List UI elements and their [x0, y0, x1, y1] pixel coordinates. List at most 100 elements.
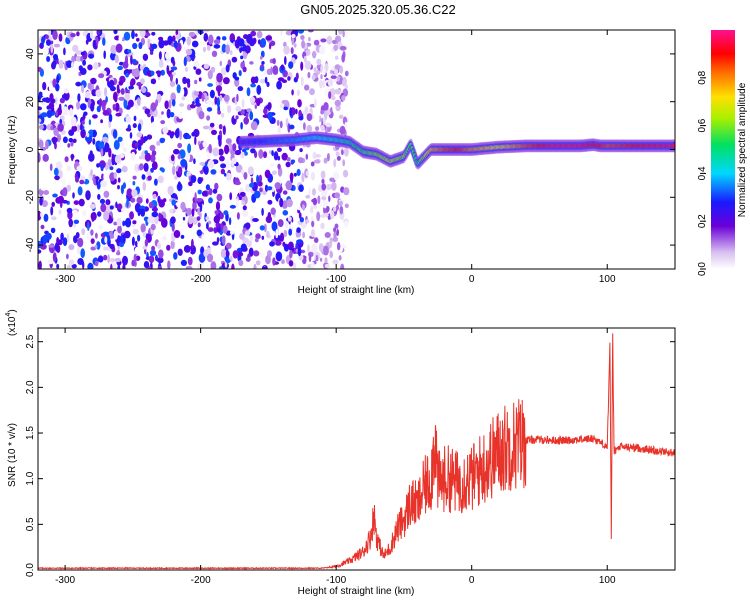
- noise-speckle: [101, 173, 105, 181]
- noise-speckle: [237, 86, 244, 92]
- noise-speckle: [301, 40, 306, 49]
- noise-speckle: [234, 76, 240, 81]
- noise-speckle: [206, 115, 211, 121]
- noise-speckle: [42, 46, 49, 56]
- noise-speckle: [124, 92, 131, 101]
- noise-speckle: [66, 253, 69, 260]
- noise-speckle: [197, 164, 203, 171]
- noise-speckle: [125, 115, 131, 123]
- noise-speckle: [324, 232, 331, 238]
- noise-speckle: [206, 99, 213, 105]
- noise-speckle: [56, 263, 60, 269]
- noise-speckle: [149, 51, 154, 55]
- noise-speckle: [297, 157, 304, 164]
- noise-speckle: [115, 43, 123, 53]
- noise-speckle: [150, 79, 154, 84]
- noise-speckle: [174, 204, 177, 209]
- noise-speckle: [161, 111, 164, 115]
- noise-speckle: [249, 61, 254, 65]
- noise-speckle: [152, 193, 157, 200]
- noise-speckle: [246, 240, 252, 248]
- noise-speckle: [149, 215, 156, 224]
- noise-speckle: [267, 111, 273, 121]
- noise-speckle: [172, 60, 176, 67]
- noise-speckle: [225, 64, 230, 73]
- noise-speckle: [321, 183, 327, 191]
- noise-speckle: [116, 251, 121, 256]
- noise-speckle: [281, 99, 288, 105]
- noise-speckle: [298, 116, 304, 121]
- noise-speckle: [319, 45, 326, 55]
- noise-speckle: [256, 98, 261, 107]
- noise-speckle: [170, 239, 175, 250]
- noise-speckle: [289, 107, 292, 117]
- noise-speckle: [151, 161, 158, 171]
- noise-speckle: [55, 83, 60, 92]
- noise-speckle: [47, 259, 54, 265]
- colorbar: 0.0 0.2 0.4 0.6 0.8 Normalized spectral ampl…: [697, 30, 748, 276]
- noise-speckle: [56, 237, 60, 245]
- noise-speckle: [213, 44, 221, 49]
- noise-speckle: [290, 159, 296, 164]
- noise-speckle: [313, 237, 319, 244]
- noise-speckle: [159, 138, 165, 144]
- snr-scale-label: (x104): [5, 309, 18, 336]
- noise-speckle: [322, 69, 326, 76]
- noise-speckle: [113, 221, 118, 226]
- noise-speckle: [188, 215, 194, 225]
- noise-speckle: [175, 77, 178, 85]
- noise-speckle: [302, 204, 305, 210]
- noise-speckle: [218, 137, 222, 147]
- noise-speckle: [338, 254, 342, 261]
- noise-speckle: [249, 111, 254, 121]
- noise-speckle: [179, 103, 185, 107]
- noise-speckle: [180, 159, 188, 167]
- noise-speckle: [198, 252, 206, 263]
- x-tick-label: 100: [599, 274, 616, 285]
- noise-speckle: [202, 125, 210, 130]
- noise-speckle: [205, 184, 210, 191]
- noise-speckle: [281, 152, 288, 161]
- noise-speckle: [112, 129, 118, 139]
- snr-series-line: [38, 333, 675, 570]
- noise-speckle: [343, 147, 349, 157]
- noise-speckle: [309, 183, 315, 190]
- noise-speckle: [155, 70, 162, 75]
- noise-speckle: [264, 223, 267, 233]
- noise-speckle: [254, 104, 257, 109]
- noise-speckle: [151, 150, 157, 156]
- noise-speckle: [42, 153, 49, 162]
- noise-speckle: [334, 88, 342, 95]
- noise-speckle: [296, 239, 303, 244]
- noise-speckle: [144, 239, 149, 247]
- noise-speckle: [87, 82, 92, 90]
- noise-speckle: [232, 157, 237, 165]
- noise-speckle: [307, 244, 310, 253]
- frequency-ridge: [238, 131, 675, 170]
- noise-speckle: [50, 227, 56, 234]
- noise-speckle: [320, 124, 325, 132]
- noise-speckle: [53, 53, 58, 61]
- scale-prefix: (x10: [7, 316, 18, 336]
- noise-speckle: [151, 43, 158, 49]
- noise-speckle: [230, 230, 235, 235]
- noise-speckle: [312, 197, 318, 206]
- noise-speckle: [147, 218, 151, 223]
- noise-speckle: [148, 201, 154, 209]
- noise-speckle: [215, 201, 221, 211]
- noise-speckle: [103, 172, 110, 182]
- noise-speckle: [173, 230, 181, 238]
- noise-speckle: [163, 198, 167, 203]
- noise-speckle: [299, 148, 303, 153]
- noise-speckle: [157, 175, 164, 184]
- noise-speckle: [213, 215, 220, 224]
- spectrogram-x-ticks: -300 -200 -100 0 100: [55, 30, 616, 285]
- noise-speckle: [270, 207, 276, 215]
- noise-speckle: [201, 93, 205, 102]
- noise-speckle: [277, 219, 284, 228]
- x-tick-label: -200: [191, 274, 211, 285]
- noise-speckle: [336, 75, 340, 82]
- noise-speckle: [225, 242, 232, 249]
- noise-speckle: [73, 219, 80, 224]
- noise-speckle: [158, 59, 164, 68]
